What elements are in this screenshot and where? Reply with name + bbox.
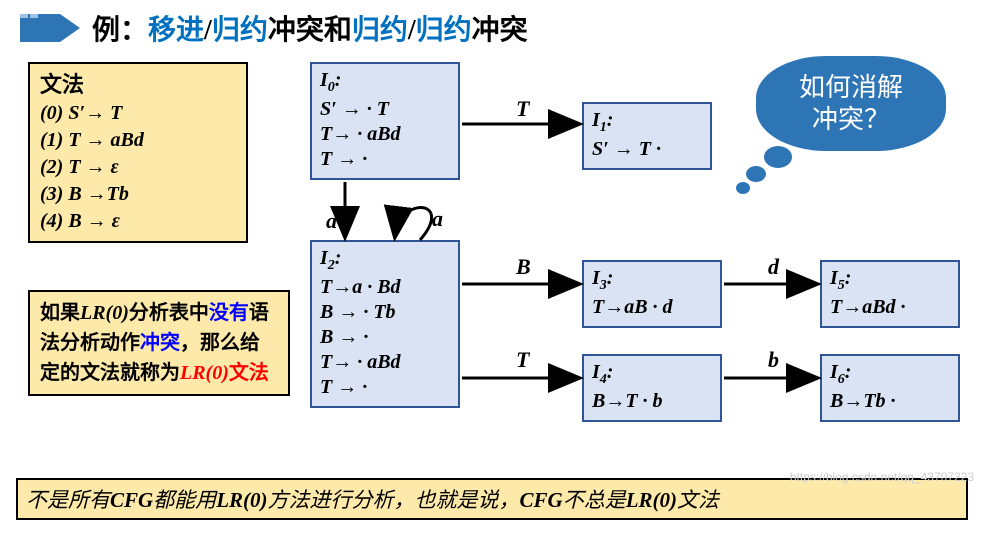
bottom-em: CFG [520, 488, 563, 512]
grammar-header: 文法 [40, 70, 236, 100]
note-red: 文法 [229, 362, 269, 384]
cloud-callout: 如何消解冲突？ [736, 56, 946, 186]
title-prefix: 例： [92, 15, 148, 46]
state-item: T → · [320, 375, 450, 400]
cloud-line2: 冲突？ [812, 105, 890, 134]
state-I1: I1: S′ → T · [582, 102, 712, 170]
bottom-text: 都能用 [153, 488, 216, 512]
cloud-bubble-icon [764, 146, 792, 168]
bottom-text: 文法 [677, 488, 719, 512]
state-item: S′ → T · [592, 137, 702, 162]
note-text: 如果 [40, 302, 80, 324]
slide-header: 例：移进/归约冲突和归约/归约冲突 [0, 0, 986, 56]
edge-label-d: d [768, 254, 779, 280]
watermark: https://blog.csdn.net/qq_43707223 [790, 470, 974, 484]
note-red: LR(0) [180, 362, 229, 384]
note-em: LR(0) [80, 302, 129, 324]
state-I5: I5: T→aBd · [820, 260, 960, 328]
state-item: T→aB · d [592, 295, 712, 320]
cloud-bubble-icon [736, 182, 750, 194]
title-h3: 归约 [352, 15, 408, 46]
title-h1: 移进 [148, 15, 204, 46]
state-item: S′ → · T [320, 97, 450, 122]
state-id: I3: [592, 266, 712, 295]
bottom-em: CFG [110, 488, 153, 512]
state-id: I4: [592, 360, 712, 389]
slide-title: 例：移进/归约冲突和归约/归约冲突 [92, 8, 528, 48]
state-id: I5: [830, 266, 950, 295]
state-item: T→a · Bd [320, 275, 450, 300]
state-item: B→T · b [592, 389, 712, 414]
note-blue: 没有 [209, 302, 249, 324]
state-I6: I6: B→Tb · [820, 354, 960, 422]
state-I3: I3: T→aB · d [582, 260, 722, 328]
state-I0: I0: S′ → · T T→ · aBd T → · [310, 62, 460, 180]
bottom-em: LR(0) [626, 488, 677, 512]
bottom-text: 不总是 [563, 488, 626, 512]
title-mid: 冲突和 [268, 15, 352, 46]
edge-label-b: b [768, 347, 779, 373]
state-item: T→ · aBd [320, 122, 450, 147]
grammar-rule: (0) S′→ T [40, 100, 236, 127]
state-item: T→aBd · [830, 295, 950, 320]
bottom-note: 不是所有CFG都能用LR(0)方法进行分析，也就是说，CFG不总是LR(0)文法 [16, 478, 968, 520]
state-item: B→Tb · [830, 389, 950, 414]
grammar-rule: (3) B →Tb [40, 181, 236, 208]
state-I4: I4: B→T · b [582, 354, 722, 422]
cloud-body: 如何消解冲突？ [756, 56, 946, 151]
title-sep2: / [408, 15, 416, 46]
bottom-text: 方法进行分析，也就是说， [268, 488, 520, 512]
title-h4: 归约 [416, 15, 472, 46]
cloud-bubble-icon [746, 166, 766, 182]
state-id: I0: [320, 68, 450, 97]
note-blue: 冲突 [140, 332, 180, 354]
edge-label-a-loop: a [432, 206, 443, 232]
grammar-rule: (4) B → ε [40, 208, 236, 235]
bottom-em: LR(0) [216, 488, 267, 512]
edge-label-B: B [516, 254, 531, 280]
title-sep1: / [204, 15, 212, 46]
state-item: T→ · aBd [320, 350, 450, 375]
state-id: I1: [592, 108, 702, 137]
edge-label-T2: T [516, 347, 529, 373]
title-h2: 归约 [212, 15, 268, 46]
title-suffix: 冲突 [472, 15, 528, 46]
grammar-box: 文法 (0) S′→ T (1) T → aBd (2) T → ε (3) B… [28, 62, 248, 243]
state-item: T → · [320, 147, 450, 172]
header-arrow-icon [20, 14, 80, 42]
cloud-line1: 如何消解 [799, 73, 903, 102]
note-text: 分析表中 [129, 302, 209, 324]
bottom-text: 不是所有 [26, 488, 110, 512]
state-id: I6: [830, 360, 950, 389]
state-item: B → · [320, 325, 450, 350]
state-id: I2: [320, 246, 450, 275]
state-item: B → · Tb [320, 300, 450, 325]
note-box: 如果LR(0)分析表中没有语法分析动作冲突，那么给定的文法就称为LR(0)文法 [28, 290, 290, 396]
edge-label-a: a [326, 208, 337, 234]
edge-label-T: T [516, 96, 529, 122]
grammar-rule: (1) T → aBd [40, 127, 236, 154]
grammar-rule: (2) T → ε [40, 154, 236, 181]
state-I2: I2: T→a · Bd B → · Tb B → · T→ · aBd T →… [310, 240, 460, 408]
